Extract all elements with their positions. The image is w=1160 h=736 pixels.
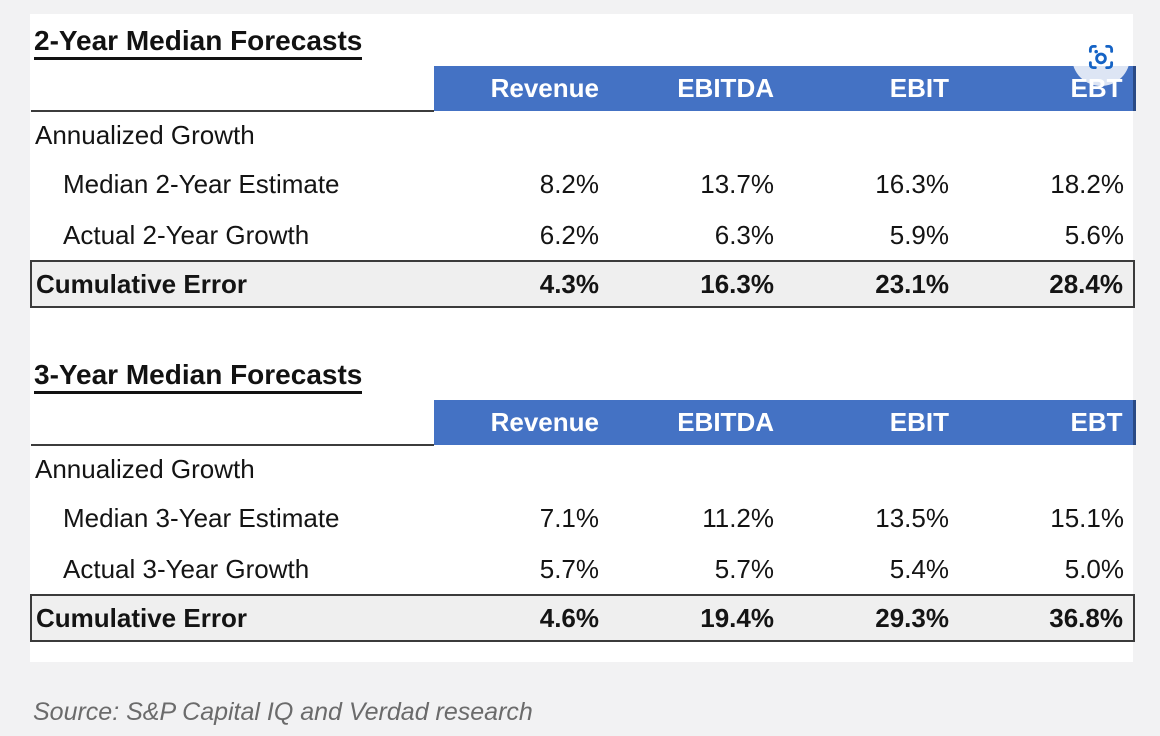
column-header-ebit: EBIT [784, 400, 959, 445]
header-blank-cell [31, 66, 434, 112]
column-header-revenue: Revenue [434, 400, 609, 445]
table-row-median-estimate: Median 2-Year Estimate 8.2% 13.7% 16.3% … [31, 159, 1134, 210]
cell-value: 5.7% [714, 553, 774, 584]
cell-value: 28.4% [959, 260, 1135, 308]
row-label: Actual 3-Year Growth [63, 553, 310, 584]
cell-value: 19.4% [609, 594, 784, 642]
cell-value: 5.9% [889, 219, 949, 250]
table-header-row: Revenue EBITDA EBIT EBT [31, 400, 1136, 446]
row-label: Cumulative Error [30, 260, 434, 308]
cell-value: 15.1% [1050, 503, 1124, 533]
table-row-cumulative-error: Cumulative Error 4.6% 19.4% 29.3% 36.8% [30, 594, 1135, 642]
column-header-revenue: Revenue [434, 66, 609, 111]
cell-value: 16.3% [875, 169, 949, 199]
cell-value: 4.3% [434, 260, 609, 308]
three-year-forecast-table-block: 3-Year Median Forecasts Revenue EBITDA E… [30, 356, 1136, 642]
section-label: Annualized Growth [35, 120, 255, 150]
section-row-annualized-growth: Annualized Growth [31, 111, 1134, 159]
three-year-forecast-table: Revenue EBITDA EBIT EBT Annualized Growt… [30, 400, 1136, 642]
section-row-annualized-growth: Annualized Growth [31, 445, 1134, 493]
visual-search-capture-icon [1084, 40, 1118, 74]
header-blank-cell [31, 400, 434, 446]
cell-value: 6.3% [714, 219, 774, 250]
table-row-actual-growth: Actual 3-Year Growth 5.7% 5.7% 5.4% 5.0% [31, 544, 1134, 595]
table-title-text: 3-Year Median Forecasts [34, 359, 363, 394]
cell-value: 5.4% [889, 553, 949, 584]
row-label: Cumulative Error [30, 594, 434, 642]
table-header-row: Revenue EBITDA EBIT EBT [31, 66, 1136, 112]
cell-value: 5.0% [1064, 553, 1124, 584]
row-label: Median 3-Year Estimate [63, 503, 340, 533]
visual-search-button[interactable] [1072, 28, 1130, 86]
cell-value: 13.5% [875, 503, 949, 533]
forecast-tables-card: 2-Year Median Forecasts Revenue EBITDA E… [30, 14, 1136, 662]
column-header-ebitda: EBITDA [609, 400, 784, 445]
column-header-ebitda: EBITDA [609, 66, 784, 111]
cell-value: 4.6% [434, 594, 609, 642]
source-attribution: Source: S&P Capital IQ and Verdad resear… [33, 698, 533, 726]
table-title-text: 2-Year Median Forecasts [34, 25, 363, 60]
table-row-median-estimate: Median 3-Year Estimate 7.1% 11.2% 13.5% … [31, 493, 1134, 544]
cell-value: 8.2% [539, 169, 599, 199]
cell-value: 5.7% [539, 553, 599, 584]
two-year-forecast-table: Revenue EBITDA EBIT EBT Annualized Growt… [30, 66, 1136, 308]
cell-value: 5.6% [1064, 219, 1124, 250]
row-label: Actual 2-Year Growth [63, 219, 310, 250]
cell-value: 18.2% [1050, 169, 1124, 199]
cell-value: 29.3% [784, 594, 959, 642]
cell-value: 13.7% [700, 169, 774, 199]
cell-value: 11.2% [702, 503, 774, 533]
row-label: Median 2-Year Estimate [63, 169, 340, 199]
cell-value: 6.2% [539, 219, 599, 250]
cell-value: 16.3% [609, 260, 784, 308]
column-header-ebit: EBIT [784, 66, 959, 111]
cell-value: 7.1% [539, 503, 599, 533]
cell-value: 23.1% [784, 260, 959, 308]
table-row-cumulative-error: Cumulative Error 4.3% 16.3% 23.1% 28.4% [30, 260, 1135, 308]
two-year-forecast-table-block: 2-Year Median Forecasts Revenue EBITDA E… [30, 22, 1136, 308]
table-title-2-year: 2-Year Median Forecasts [30, 22, 1133, 66]
table-row-actual-growth: Actual 2-Year Growth 6.2% 6.3% 5.9% 5.6% [31, 210, 1134, 261]
column-header-ebt: EBT [959, 400, 1136, 445]
section-label: Annualized Growth [35, 454, 255, 484]
table-title-3-year: 3-Year Median Forecasts [30, 356, 1133, 400]
cell-value: 36.8% [959, 594, 1135, 642]
